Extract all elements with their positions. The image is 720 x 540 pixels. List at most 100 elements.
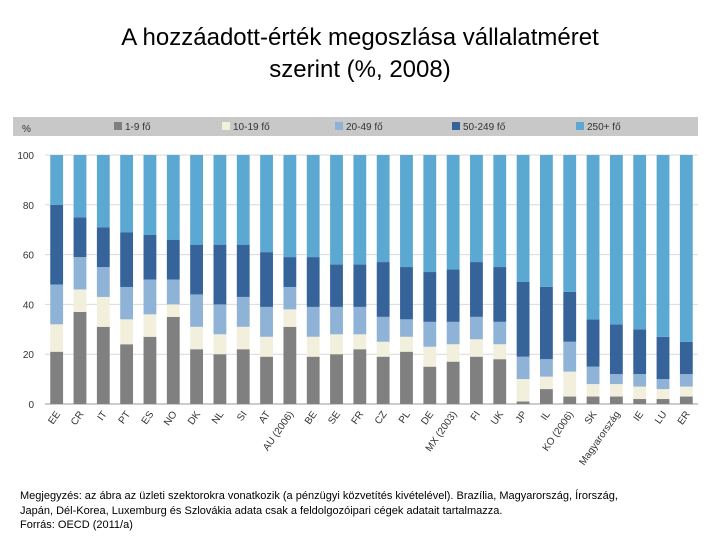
bar-segment-no-s4 <box>166 239 180 280</box>
bar-segment-magyarorsz-g-s3 <box>609 374 623 385</box>
bar-segment-sk-s4 <box>586 319 600 367</box>
bar-segment-pl-s1 <box>400 351 413 404</box>
bar-segment-be-s3 <box>306 306 320 337</box>
bar-segment-si-s3 <box>236 296 250 327</box>
bar-segment-mx-2003--s3 <box>446 321 460 345</box>
x-tick-label-27: LU <box>653 409 669 426</box>
x-tick-label-3: IT <box>96 409 110 423</box>
x-tick-label-6: NO <box>162 409 180 428</box>
bar-segment-jp-s3 <box>516 356 530 380</box>
bar-segment-magyarorsz-g-s4 <box>609 324 623 375</box>
bar-segment-fi-s1 <box>470 356 483 404</box>
legend-swatch-4 <box>452 122 460 130</box>
bar-segment-cz-s1 <box>376 356 390 404</box>
legend-swatch-3 <box>335 122 343 130</box>
bar-segment-au-2006--s2 <box>283 309 297 327</box>
bar-segment-at-s3 <box>260 306 273 337</box>
bar-segment-se-s2 <box>330 334 343 355</box>
bar-segment-lu-s5 <box>656 155 670 337</box>
bar-segment-pl-s3 <box>400 319 413 337</box>
x-tick-label-4: PT <box>117 409 133 426</box>
x-tick-label-21: JP <box>514 409 530 425</box>
bar-segment-sk-s1 <box>586 396 600 404</box>
bar-segment-ie-s2 <box>633 386 647 400</box>
x-tick-label-24: SK <box>583 409 600 427</box>
bar-segment-es-s1 <box>143 336 157 404</box>
bar-segment-es-s5 <box>143 155 157 235</box>
legend-band <box>13 117 698 136</box>
x-tick-label-13: SE <box>326 409 343 427</box>
bar-segment-cr-s5 <box>73 155 87 218</box>
bar-segment-pl-s5 <box>400 155 413 268</box>
x-tick-label-28: ER <box>676 409 693 427</box>
bar-segment-it-s4 <box>96 227 110 268</box>
bar-segment-magyarorsz-g-s5 <box>609 155 623 325</box>
bar-segment-de-s1 <box>423 366 437 404</box>
bar-segment-cr-s1 <box>73 311 87 404</box>
bar-segment-ko-2006--s1 <box>563 396 577 404</box>
bar-segment-ee-s3 <box>50 284 64 325</box>
bar-segment-er-s3 <box>679 374 693 387</box>
bar-segment-mx-2003--s1 <box>446 361 460 404</box>
bar-segment-se-s3 <box>330 306 343 335</box>
bar-segment-de-s4 <box>423 272 437 322</box>
bar-segment-au-2006--s3 <box>283 286 297 310</box>
bar-segment-au-2006--s5 <box>283 155 297 258</box>
footnote-line-2: Japán, Dél-Korea, Luxemburg és Szlovákia… <box>20 504 503 517</box>
bar-segment-fi-s4 <box>470 262 483 317</box>
legend-label-2: 10-19 fő <box>233 122 270 133</box>
bar-segment-dk-s5 <box>190 155 204 245</box>
x-tick-label-19: FI <box>469 409 483 423</box>
bar-segment-il-s4 <box>539 286 553 360</box>
bar-segment-pt-s2 <box>120 319 134 345</box>
bar-segment-lu-s3 <box>656 379 670 390</box>
footnote-source: Forrás: OECD (2011/a) <box>20 519 133 531</box>
bar-segment-er-s2 <box>679 386 693 397</box>
bar-segment-magyarorsz-g-s1 <box>609 396 623 404</box>
bar-segment-sk-s3 <box>586 366 600 385</box>
legend-label-3: 20-49 fő <box>346 122 383 133</box>
bar-segment-si-s4 <box>236 244 250 297</box>
bar-segment-nl-s5 <box>213 155 227 245</box>
bar-segment-pl-s4 <box>400 267 413 320</box>
bar-segment-cz-s2 <box>376 341 390 357</box>
bar-segment-dk-s3 <box>190 294 204 327</box>
bar-segment-fi-s3 <box>470 316 483 340</box>
bar-segment-de-s2 <box>423 346 437 367</box>
bar-segment-fi-s2 <box>470 339 483 357</box>
bar-segment-jp-s2 <box>516 379 530 402</box>
bar-segment-dk-s2 <box>190 326 204 350</box>
bar-segment-at-s2 <box>260 336 273 357</box>
bar-segment-nl-s1 <box>213 354 227 404</box>
x-tick-label-17: DE <box>419 409 436 427</box>
bar-segment-lu-s4 <box>656 336 670 380</box>
bar-segment-dk-s1 <box>190 349 204 404</box>
bar-segment-mx-2003--s5 <box>446 155 460 270</box>
x-tick-label-1: EE <box>46 409 63 427</box>
bar-segment-pt-s5 <box>120 155 134 233</box>
bar-segment-er-s5 <box>679 155 693 342</box>
x-tick-label-9: SI <box>235 409 249 423</box>
x-tick-label-2: CR <box>69 409 86 427</box>
bar-segment-uk-s4 <box>493 267 507 322</box>
bar-segment-ee-s5 <box>50 155 64 205</box>
bar-segment-ko-2006--s3 <box>563 341 577 372</box>
x-tick-label-20: UK <box>489 409 506 427</box>
bar-segment-il-s2 <box>539 376 553 390</box>
x-tick-label-26: IE <box>632 409 647 423</box>
y-tick-label-60: 60 <box>23 251 35 262</box>
y-tick-label-80: 80 <box>23 201 35 212</box>
bar-segment-ee-s2 <box>50 324 64 352</box>
x-tick-label-16: PL <box>397 409 413 426</box>
bar-segment-it-s2 <box>96 296 110 327</box>
bar-segment-se-s5 <box>330 155 343 265</box>
bar-segment-ee-s1 <box>50 351 64 404</box>
y-tick-label-100: 100 <box>17 151 34 162</box>
bar-segment-ko-2006--s5 <box>563 155 577 292</box>
bar-segment-jp-s5 <box>516 155 530 282</box>
chart-title-line-2: szerint (%, 2008) <box>269 56 451 83</box>
bar-segment-be-s5 <box>306 155 320 258</box>
bar-segment-cr-s2 <box>73 289 87 312</box>
bar-segment-cr-s3 <box>73 257 87 290</box>
bar-segment-pt-s3 <box>120 286 134 320</box>
